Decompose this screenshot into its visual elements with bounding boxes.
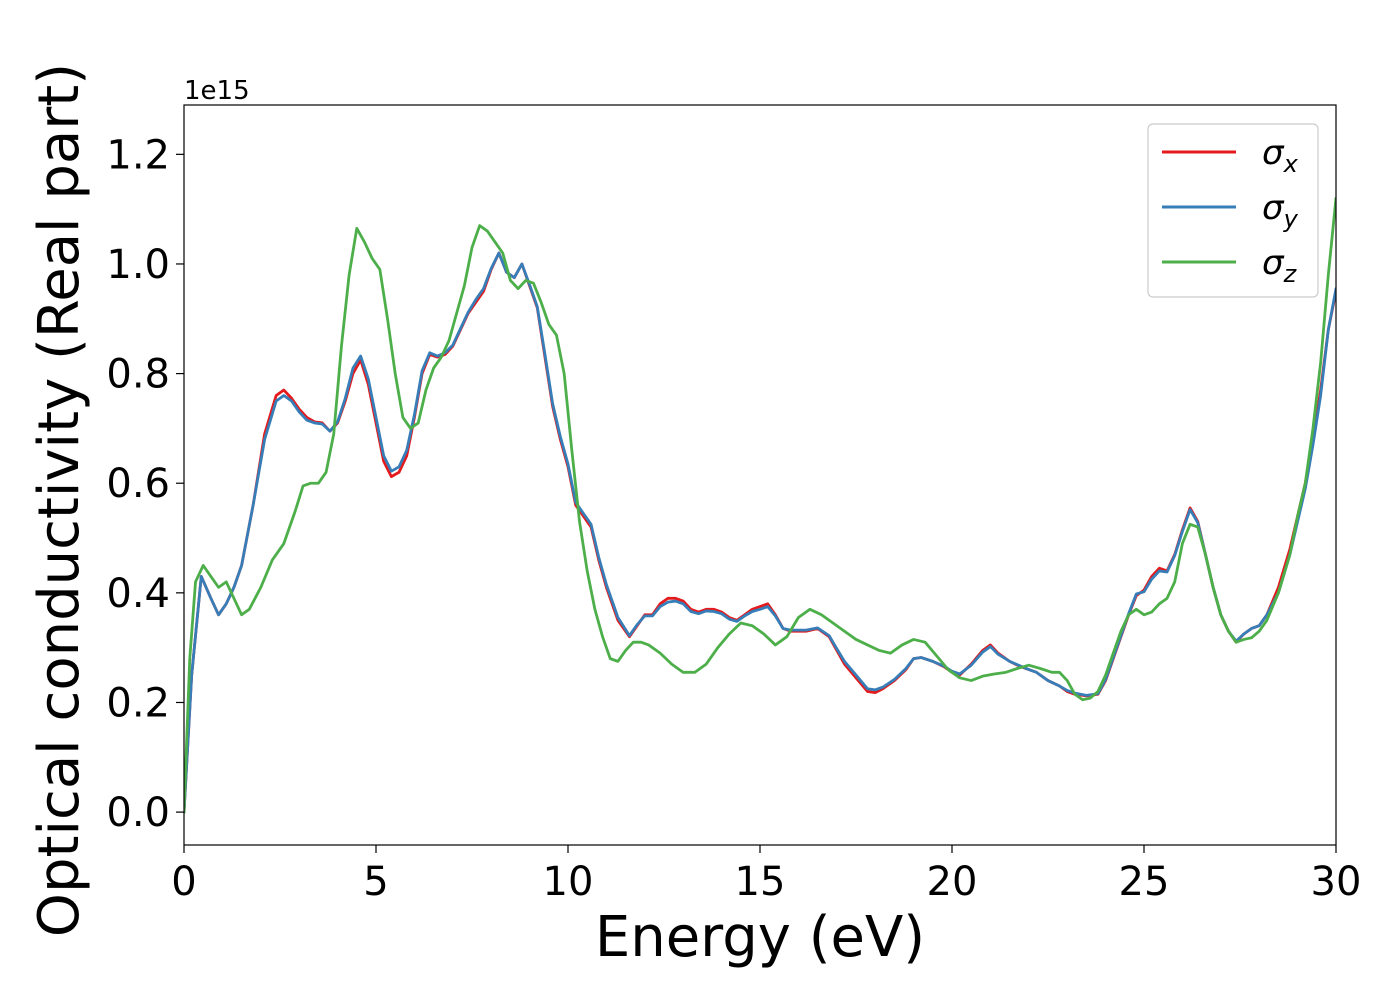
x-tick-label: 10	[543, 859, 594, 905]
y-axis-offset-label: 1e15	[184, 76, 250, 106]
y-tick-label: 0.8	[106, 352, 170, 398]
x-tick-label: 0	[171, 859, 196, 905]
x-tick-label: 30	[1311, 859, 1362, 905]
y-tick-label: 0.4	[106, 571, 170, 617]
x-tick-label: 5	[363, 859, 388, 905]
x-tick-label: 25	[1119, 859, 1170, 905]
y-tick-label: 0.2	[106, 680, 170, 726]
legend: σx σy σz	[1147, 123, 1319, 298]
legend-label-z: σz	[1262, 243, 1298, 288]
legend-label-y: σy	[1262, 188, 1299, 233]
legend-box	[1147, 123, 1319, 298]
x-axis-title: Energy (eV)	[595, 905, 925, 970]
series-line-y	[184, 251, 1336, 814]
y-tick-label: 0.0	[106, 790, 170, 836]
plot-layer	[184, 196, 1336, 814]
series-line-z	[184, 196, 1336, 814]
y-tick-label: 1.0	[106, 242, 170, 288]
x-tick-label: 20	[927, 859, 978, 905]
y-tick-label: 1.2	[106, 132, 170, 178]
axes-layer: 0 5 10 15 20 25 30 0.0 0.2 0.4 0.6 0.8 1.0 1.2	[106, 104, 1362, 905]
legend-label-x: σx	[1262, 133, 1299, 178]
y-axis-title: Optical conductivity (Real part)	[27, 63, 92, 937]
y-tick-label: 0.6	[106, 461, 170, 507]
series-group	[184, 196, 1336, 814]
x-tick-label: 15	[735, 859, 786, 905]
